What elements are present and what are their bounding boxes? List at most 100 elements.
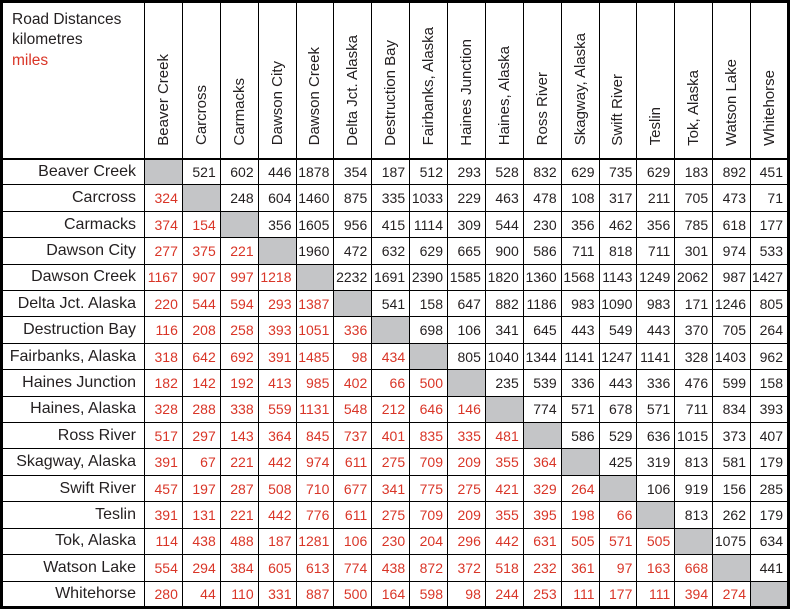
distance-cell-km: 158 [750, 369, 789, 397]
distance-cell-miles: 264 [560, 474, 600, 503]
distance-cell-miles: 192 [219, 369, 259, 397]
distance-cell-miles: 646 [409, 395, 448, 424]
distance-cell-km: 1015 [674, 422, 714, 450]
column-header-label: Tok, Alaska [685, 69, 703, 146]
distance-cell-miles: 518 [484, 554, 524, 582]
distance-cell-km: 179 [750, 448, 789, 476]
distance-cell-km: 705 [674, 184, 714, 212]
distance-cell-km: 1344 [522, 342, 562, 371]
distance-cell-miles: 274 [712, 580, 751, 608]
distance-cell-km: 711 [636, 237, 676, 265]
distance-cell-km: 478 [522, 184, 562, 212]
table-row: Haines, Alaska 328 288 338 559 1131 548 212 646 1… [1, 395, 789, 424]
row-header: Ross River [1, 422, 145, 450]
distance-cell-miles: 500 [409, 369, 448, 397]
distance-cell-miles: 114 [144, 527, 183, 556]
distance-cell-km: 336 [636, 369, 676, 397]
distance-cell-km: 1249 [636, 263, 676, 292]
distance-cell-miles: 544 [181, 290, 221, 318]
distance-cell-km: 1186 [522, 290, 562, 318]
distance-cell-miles: 221 [219, 448, 259, 476]
distance-cell-miles: 872 [409, 554, 448, 582]
column-header-label: Swift River [609, 73, 627, 146]
distance-cell-km: 629 [560, 157, 600, 186]
distance-cell-miles: 488 [219, 527, 259, 556]
row-header: Haines Junction [1, 369, 145, 397]
column-header-label: Skagway, Alaska [571, 33, 589, 146]
distance-cell-miles: 835 [409, 422, 448, 450]
distance-cell-miles: 221 [219, 237, 259, 265]
table-row: Haines Junction 182 142 192 413 985 402 66 500 23… [1, 369, 789, 397]
distance-cell-miles: 97 [598, 554, 638, 582]
table-row: Carmacks 374 154 356 1605 956 415 1114 309 544 230… [1, 210, 789, 239]
distance-cell-km: 813 [674, 448, 714, 476]
table-row: Destruction Bay 116 208 258 393 1051 336 698 106… [1, 316, 789, 344]
distance-cell-miles: 442 [484, 527, 524, 556]
row-header: Skagway, Alaska [1, 448, 145, 476]
distance-cell-km: 356 [560, 210, 600, 239]
distance-cell-km: 785 [674, 210, 714, 239]
distance-cell-miles: 111 [560, 580, 600, 608]
distance-cell-km: 317 [598, 184, 638, 212]
distance-cell-km: 415 [371, 210, 411, 239]
distance-cell-km: 1585 [447, 263, 486, 292]
table-row: Fairbanks, Alaska 318 642 692 391 1485 98 434 80… [1, 342, 789, 371]
distance-cell-miles: 457 [144, 474, 183, 503]
column-header: Delta Jct. Alaska [333, 1, 373, 160]
distance-cell-km: 599 [712, 369, 751, 397]
distance-cell-km: 356 [257, 210, 297, 239]
column-header-label: Delta Jct. Alaska [344, 34, 362, 146]
distance-cell-km: 443 [560, 316, 600, 344]
distance-cell-miles: 997 [219, 263, 259, 292]
diagonal-cell [333, 290, 373, 318]
column-header-label: Haines Junction [457, 38, 475, 146]
distance-cell-miles: 421 [484, 474, 524, 503]
distance-cell-miles: 709 [409, 448, 448, 476]
distance-cell-miles: 594 [219, 290, 259, 318]
column-header: Dawson Creek [295, 1, 335, 160]
distance-cell-miles: 288 [181, 395, 221, 424]
distance-cell-miles: 230 [371, 527, 411, 556]
diagonal-cell [181, 184, 221, 212]
distance-cell-km: 539 [522, 369, 562, 397]
column-header: Fairbanks, Alaska [409, 1, 448, 160]
distance-cell-km: 832 [522, 157, 562, 186]
distance-cell-miles: 571 [598, 527, 638, 556]
table-row: Whitehorse 280 44 110 331 887 500 164 598 98 244 25… [1, 580, 789, 608]
table-row: Skagway, Alaska 391 67 221 442 974 611 275 709 20… [1, 448, 789, 476]
distance-cell-km: 900 [484, 237, 524, 265]
distance-cell-km: 571 [560, 395, 600, 424]
distance-cell-km: 544 [484, 210, 524, 239]
distance-cell-miles: 324 [144, 184, 183, 212]
column-header-label: Watson Lake [723, 58, 741, 146]
distance-cell-miles: 548 [333, 395, 373, 424]
distance-cell-km: 711 [560, 237, 600, 265]
distance-cell-miles: 517 [144, 422, 183, 450]
table-row: Delta Jct. Alaska 220 544 594 293 1387 541 158 6… [1, 290, 789, 318]
distance-cell-miles: 1387 [295, 290, 335, 318]
table-row: Beaver Creek 521 602 446 1878 354 187 512 293 528… [1, 157, 789, 186]
distance-cell-km: 183 [674, 157, 714, 186]
distance-cell-miles: 44 [181, 580, 221, 608]
row-header: Watson Lake [1, 554, 145, 582]
distance-cell-km: 983 [560, 290, 600, 318]
column-header-label: Haines, Alaska [495, 46, 513, 146]
column-header: Skagway, Alaska [560, 1, 600, 160]
table-row: Ross River 517 297 143 364 845 737 401 835 335 481… [1, 422, 789, 450]
diagonal-cell [484, 395, 524, 424]
distance-cell-km: 473 [712, 184, 751, 212]
distance-cell-miles: 554 [144, 554, 183, 582]
distance-cell-miles: 642 [181, 342, 221, 371]
distance-cell-km: 211 [636, 184, 676, 212]
diagonal-cell [371, 316, 411, 344]
distance-cell-km: 309 [447, 210, 486, 239]
distance-cell-km: 604 [257, 184, 297, 212]
diagonal-cell [522, 422, 562, 450]
distance-cell-km: 529 [598, 422, 638, 450]
distance-cell-miles: 258 [219, 316, 259, 344]
column-header: Ross River [522, 1, 562, 160]
distance-cell-miles: 336 [333, 316, 373, 344]
distance-cell-km: 463 [484, 184, 524, 212]
distance-cell-miles: 355 [484, 448, 524, 476]
